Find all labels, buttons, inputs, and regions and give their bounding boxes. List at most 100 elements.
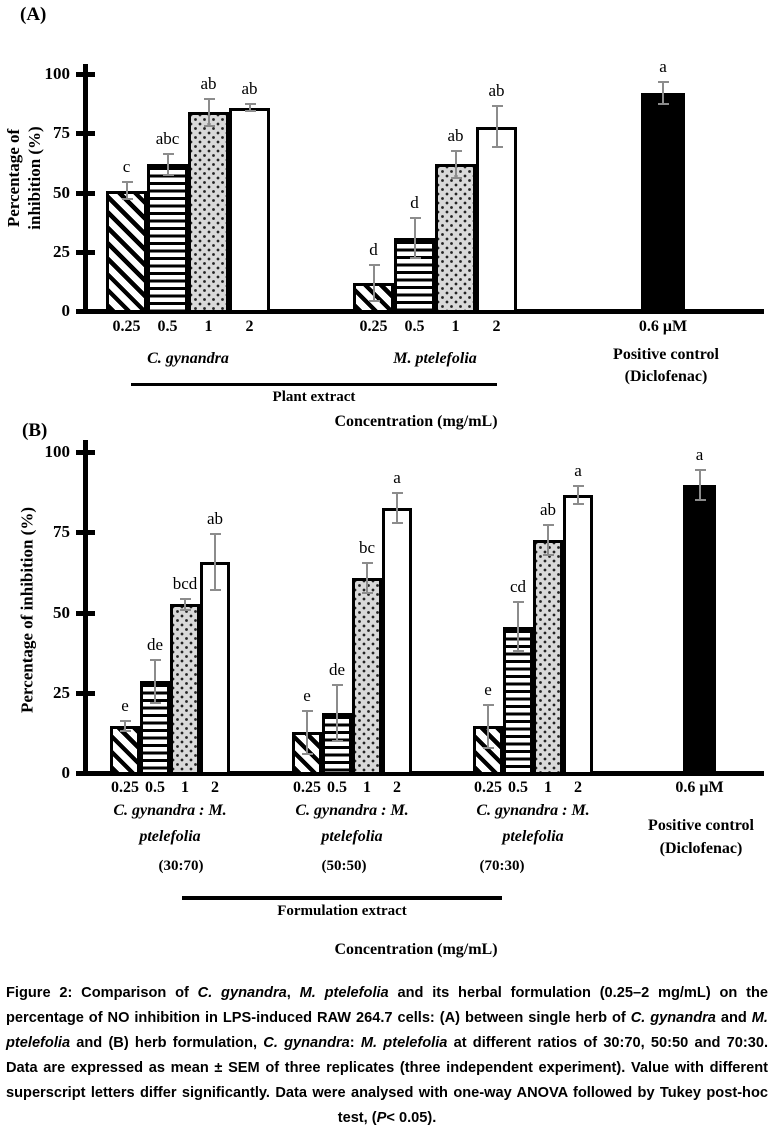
significance-letter: de [146,634,164,654]
panel-b-y-tick-label: 25 [53,682,70,702]
panel-a-x-axis-title: Concentration (mg/mL) [334,413,498,430]
caption-text-segment: , [286,985,300,1001]
panel-a-tag: (A) [20,4,47,25]
error-bar-line [366,562,368,595]
panel-a-bracket-label: Plant extract [272,389,356,405]
panel-b-x-tick-label: 1 [181,779,189,796]
panel-b-x-tick-label: 0.5 [327,779,347,796]
panel-a-bracket-line [131,383,497,386]
panel-a-x-tick-label: 0.25 [359,318,388,335]
error-bar-line [372,263,375,302]
panel-b-bar-white [563,494,593,775]
error-bar-cap-bottom [573,502,584,505]
panel-a-bar-horiz [147,164,188,313]
figure-caption: Figure 2: Comparison of C. gynandra, M. … [6,981,768,1129]
error-bar-line [207,98,210,127]
error-bar-line [413,216,416,260]
panel-a-y-tick [76,309,95,314]
error-bar-line [547,523,549,556]
error-bar-cap-top [513,600,524,603]
error-bar-cap-bottom [203,124,215,127]
error-bar-line [166,152,169,177]
panel-b-bracket-line [182,896,502,900]
error-bar-line [154,658,156,704]
panel-b-x-tick-label: 0.25 [474,779,502,796]
panel-a-y-axis-line [83,64,88,314]
significance-letter: cd [509,576,527,596]
panel-b-x-tick-label: 2 [393,779,401,796]
error-bar-cap-top [121,181,133,184]
caption-text-segment: at different ratios of 30:70, 50:50 and … [6,1035,768,1126]
panel-b-group-label: ptelefolia [502,828,564,845]
panel-a-positive-control-label: (Diclofenac) [624,368,708,385]
significance-letter: bcd [172,573,198,593]
error-bar-line [487,703,489,749]
error-bar-cap-bottom [121,197,133,200]
caption-italic-segment: M. ptelefolia [299,985,389,1001]
panel-b-x-tick-label: 0.5 [508,779,528,796]
caption-text-segment: Figure 2: Comparison of [6,985,198,1001]
significance-letter: c [122,157,131,177]
significance-letter: e [121,695,129,715]
error-bar-line [248,102,251,113]
panel-b-bar-dots [352,578,382,775]
error-bar-cap-bottom [450,176,462,179]
error-bar-cap-top [694,469,706,472]
panel-a-x-tick-label: 2 [245,318,254,335]
error-bar-cap-bottom [513,650,524,653]
panel-b-y-tick-label: 0 [61,763,71,782]
error-bar-line [336,684,338,743]
error-bar-cap-bottom [332,740,343,743]
panel-a-x-tick-label: 1 [451,318,460,335]
error-bar-cap-top [392,491,403,494]
panel-b-group-label: ptelefolia [321,828,383,845]
error-bar-cap-top [491,105,503,108]
panel-a-x-tick-label: 0.25 [112,318,141,335]
panel-a-bar-dots [435,164,476,313]
panel-b-x-tick-label: 2 [211,779,219,796]
panel-a-y-tick [76,249,95,255]
error-bar-line [577,485,579,505]
significance-letter: ab [200,74,217,94]
error-bar-cap-top [483,703,494,706]
error-bar-cap-top [658,81,669,84]
panel-a-x-tick-label: 1 [204,318,213,335]
panel-b-bar-dots [533,539,563,775]
error-bar-cap-bottom [694,499,706,502]
caption-text-segment: and its herbal formulation (0.25–2 mg/mL… [6,985,768,1026]
error-bar-cap-bottom [483,746,494,749]
panel-a-x-tick-label: 2 [492,318,501,335]
panel-b-bracket-label: Formulation extract [277,903,407,919]
error-bar-line [396,491,398,524]
panel-a-group-label: C. gynandra [147,350,229,367]
panel-b-y-tick [76,450,95,455]
significance-letter: ab [488,81,505,101]
error-bar-cap-bottom [409,257,421,260]
significance-letter: a [574,461,582,481]
panel-a-group-label: M. ptelefolia [393,350,477,367]
caption-italic-segment: C. gynandra [263,1035,350,1051]
panel-b-group-ratio: (50:50) [321,858,367,874]
caption-text-segment: and [715,1010,752,1026]
caption-italic-segment: M. ptelefolia [6,1010,768,1051]
panel-b-group-label: C. gynandra : M. [113,802,227,819]
error-bar-cap-top [150,658,161,661]
significance-letter: ab [206,509,224,529]
panel-b-tag: (B) [22,420,48,441]
error-bar-line [495,105,498,148]
panel-b-group-label: C. gynandra : M. [476,802,590,819]
significance-letter: abc [155,128,180,148]
panel-b-bar-horiz [503,626,533,775]
panel-a-bar-white [229,107,270,313]
caption-text-segment: : [349,1035,361,1051]
error-bar-line [124,719,126,733]
error-bar-cap-bottom [658,103,669,106]
panel-b-x-tick-label: 0.6 μM [675,779,724,796]
panel-b-bar-white [382,507,412,775]
caption-italic-segment: P [376,1110,387,1126]
significance-letter: ab [241,78,258,98]
error-bar-line [125,181,128,200]
significance-letter: a [659,57,667,77]
error-bar-cap-bottom [302,752,313,755]
panel-b-bar-positive-control [683,485,716,775]
